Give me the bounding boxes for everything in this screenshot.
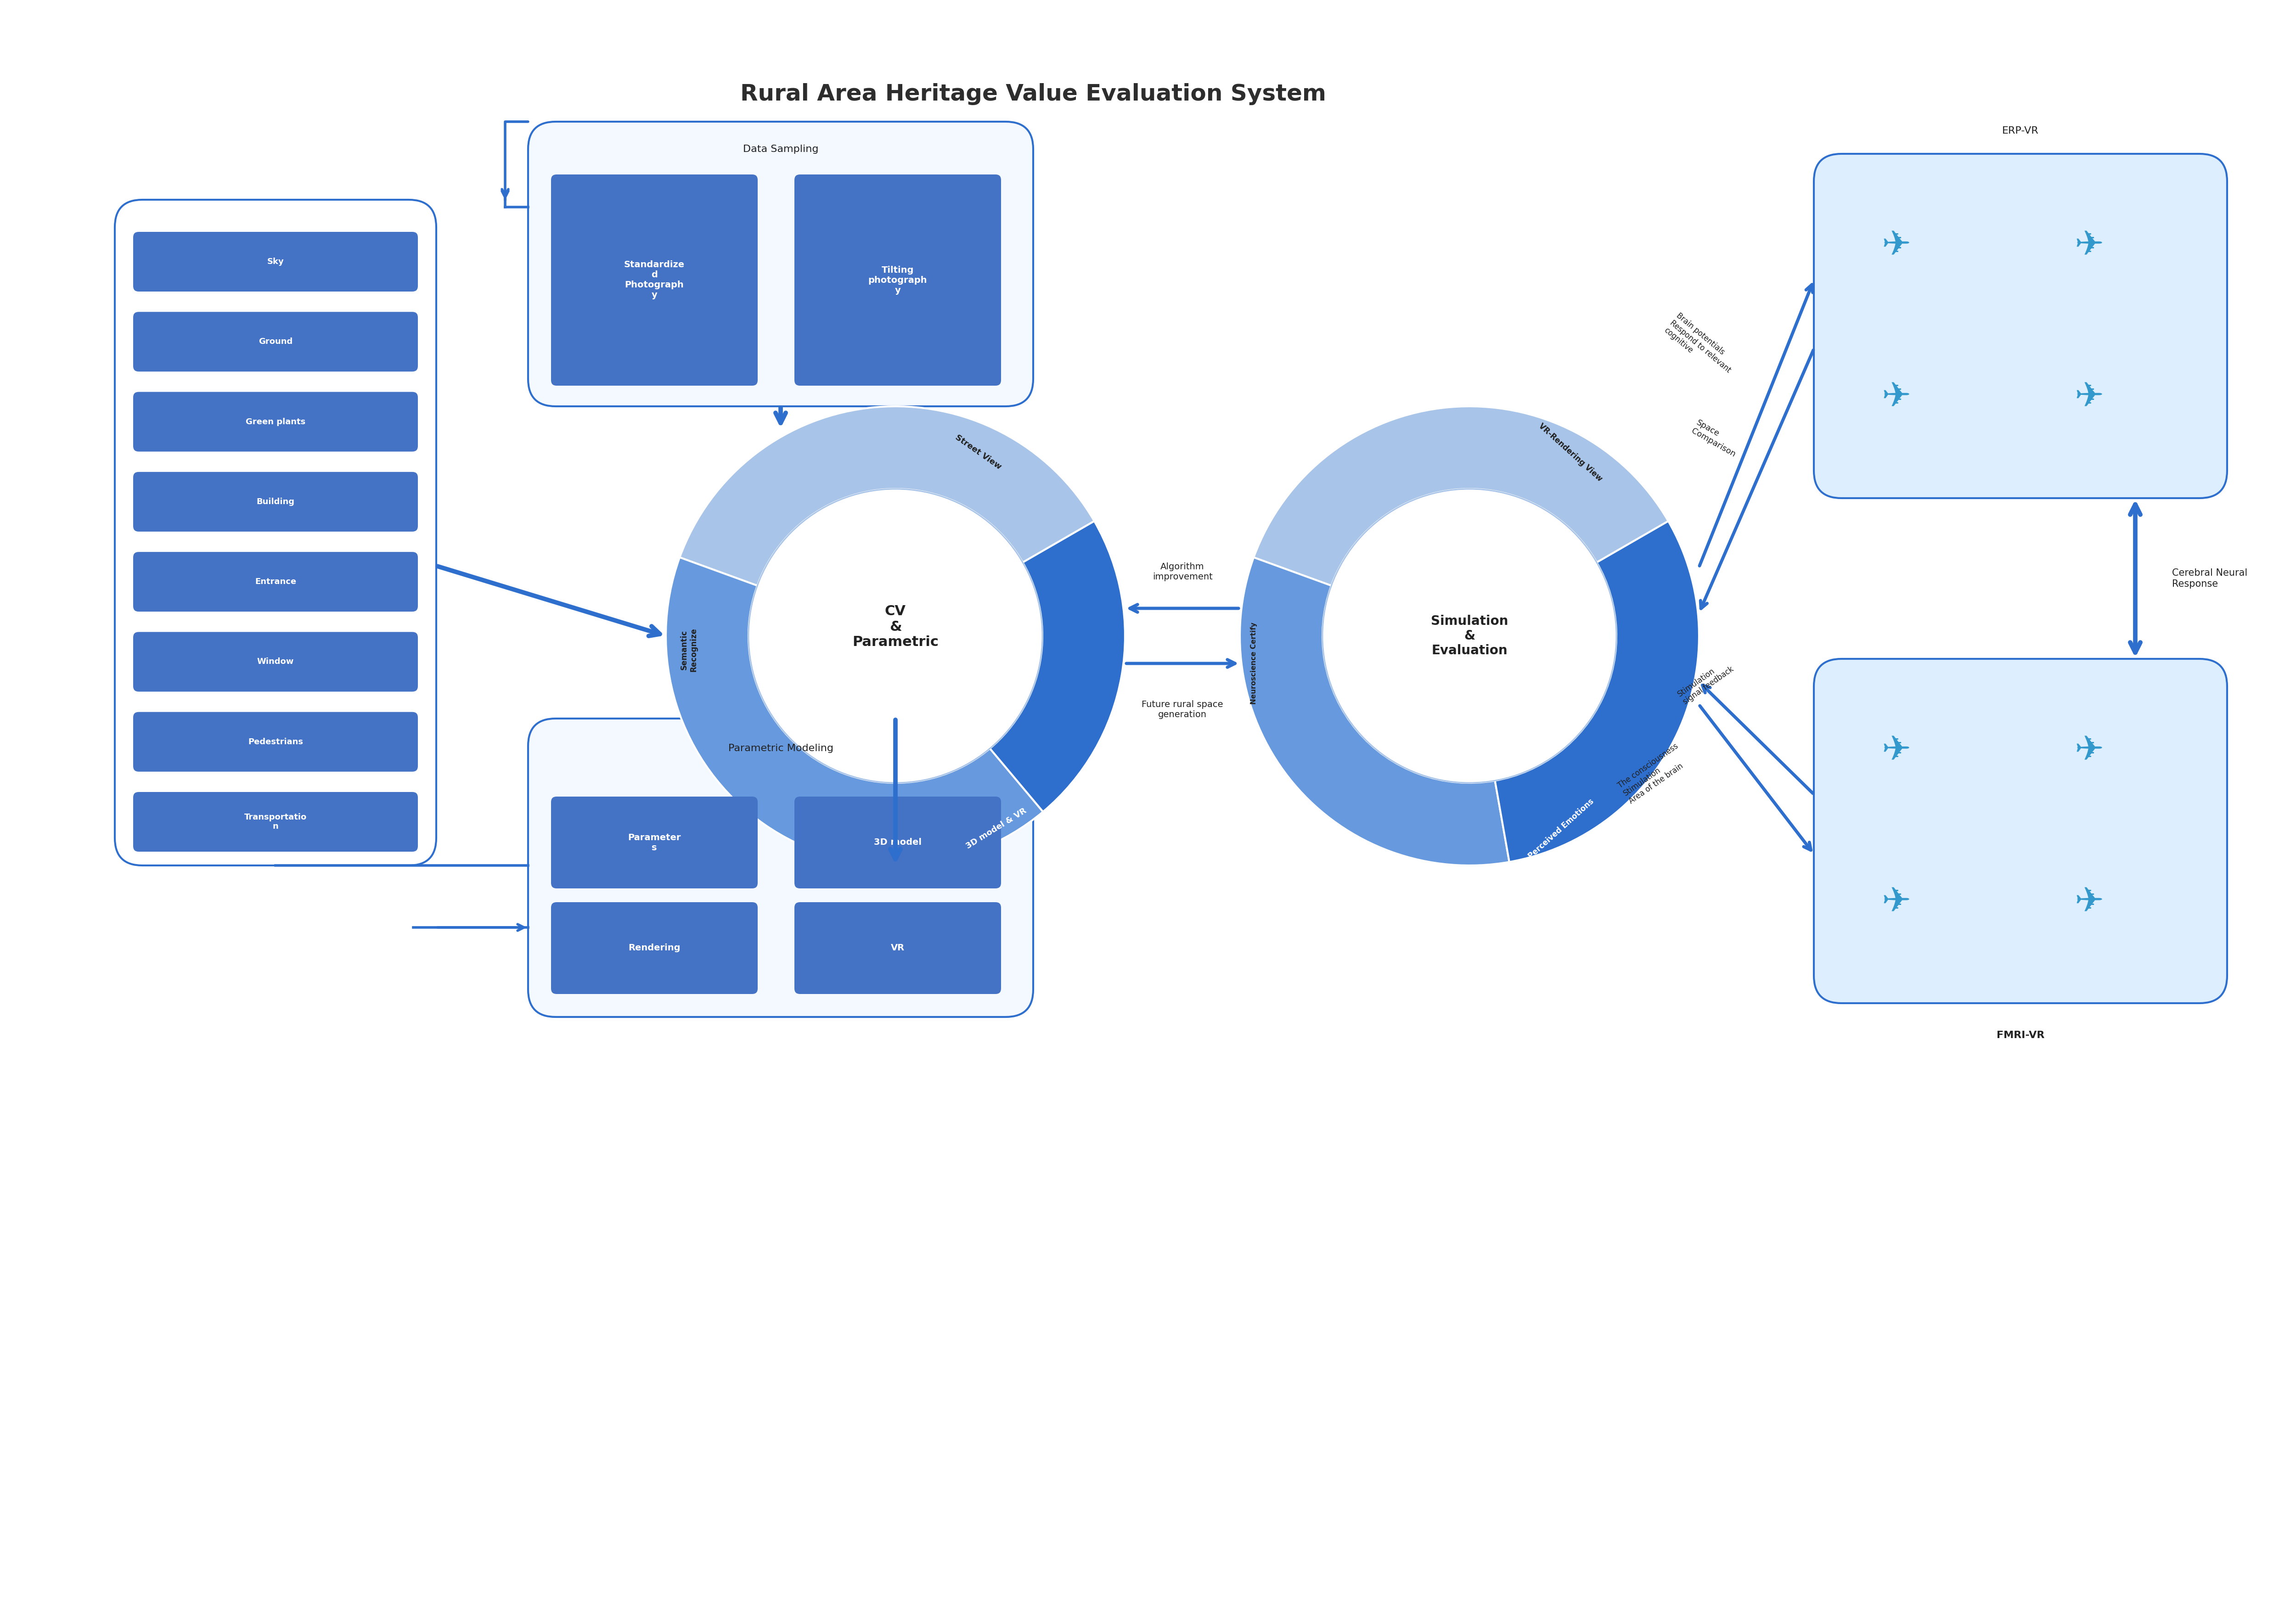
Text: Street View: Street View (953, 433, 1003, 471)
Text: ✈: ✈ (2076, 229, 2103, 263)
Text: Parameter
s: Parameter s (627, 833, 682, 852)
Text: Rural Area Heritage Value Evaluation System: Rural Area Heritage Value Evaluation Sys… (739, 83, 1327, 105)
FancyBboxPatch shape (794, 797, 1001, 888)
Text: Brain potentials
Respond to relevant
cognitive: Brain potentials Respond to relevant cog… (1662, 312, 1738, 381)
Circle shape (748, 489, 1042, 782)
FancyBboxPatch shape (133, 391, 418, 451)
FancyBboxPatch shape (133, 232, 418, 292)
Text: Neuroscience Certify: Neuroscience Certify (1249, 622, 1258, 704)
FancyBboxPatch shape (133, 712, 418, 771)
Text: Building: Building (257, 498, 294, 506)
Text: ✈: ✈ (2076, 734, 2103, 768)
Text: Window: Window (257, 657, 294, 665)
Text: ✈: ✈ (1883, 885, 1910, 919)
FancyBboxPatch shape (1814, 154, 2227, 498)
Text: VR: VR (891, 943, 905, 953)
FancyBboxPatch shape (551, 797, 758, 888)
FancyBboxPatch shape (133, 312, 418, 372)
Wedge shape (990, 521, 1125, 812)
Text: Perceived Emotions: Perceived Emotions (1527, 797, 1596, 860)
Text: CV
&
Parametric: CV & Parametric (852, 605, 939, 649)
Text: Semantic
Recognize: Semantic Recognize (680, 628, 698, 672)
Text: ERP-VR: ERP-VR (2002, 127, 2039, 135)
FancyBboxPatch shape (133, 792, 418, 852)
FancyBboxPatch shape (794, 174, 1001, 386)
Text: ✈: ✈ (1883, 380, 1910, 414)
FancyBboxPatch shape (133, 552, 418, 612)
FancyBboxPatch shape (133, 472, 418, 532)
Text: ✈: ✈ (2076, 380, 2103, 414)
Text: Green plants: Green plants (246, 417, 305, 425)
FancyBboxPatch shape (551, 902, 758, 993)
Wedge shape (1240, 557, 1508, 865)
Text: Future rural space
generation: Future rural space generation (1141, 700, 1224, 719)
Text: VR-Rendering View: VR-Rendering View (1536, 422, 1605, 484)
Text: Ground: Ground (259, 338, 292, 346)
Text: Sky: Sky (266, 258, 285, 266)
Text: Algorithm
improvement: Algorithm improvement (1153, 562, 1212, 581)
FancyBboxPatch shape (1814, 659, 2227, 1003)
Text: Parametric Modeling: Parametric Modeling (728, 743, 833, 753)
Text: 3D model: 3D model (875, 837, 921, 847)
Wedge shape (666, 557, 1042, 865)
Text: Entrance: Entrance (255, 578, 296, 586)
Text: Stimulation
signal feedback: Stimulation signal feedback (1676, 657, 1736, 706)
FancyBboxPatch shape (551, 174, 758, 386)
Wedge shape (1254, 406, 1669, 586)
Text: Transportatio
n: Transportatio n (243, 813, 308, 831)
Circle shape (1322, 489, 1616, 782)
FancyBboxPatch shape (794, 902, 1001, 993)
Text: Space
Comparison: Space Comparison (1690, 419, 1743, 459)
Text: Cerebral Neural
Response: Cerebral Neural Response (2172, 568, 2248, 589)
Text: Rendering: Rendering (629, 943, 680, 953)
Text: 3D model & VR: 3D model & VR (964, 807, 1029, 850)
Wedge shape (1495, 521, 1699, 862)
FancyBboxPatch shape (133, 631, 418, 691)
Text: Simulation
&
Evaluation: Simulation & Evaluation (1430, 615, 1508, 657)
Text: Standardize
d
Photograph
y: Standardize d Photograph y (625, 261, 684, 300)
Text: The consciousness
Stimulation
Area of the brain: The consciousness Stimulation Area of th… (1616, 742, 1690, 805)
Text: Tilting
photograph
y: Tilting photograph y (868, 266, 928, 294)
Text: ✈: ✈ (2076, 885, 2103, 919)
Wedge shape (680, 406, 1095, 586)
FancyBboxPatch shape (115, 200, 436, 865)
FancyBboxPatch shape (528, 122, 1033, 406)
Text: ✈: ✈ (1883, 734, 1910, 768)
Text: Pedestrians: Pedestrians (248, 738, 303, 747)
Text: FMRI-VR: FMRI-VR (1998, 1031, 2043, 1040)
FancyBboxPatch shape (528, 719, 1033, 1018)
Text: ✈: ✈ (1883, 229, 1910, 263)
Text: Data Sampling: Data Sampling (744, 144, 817, 154)
